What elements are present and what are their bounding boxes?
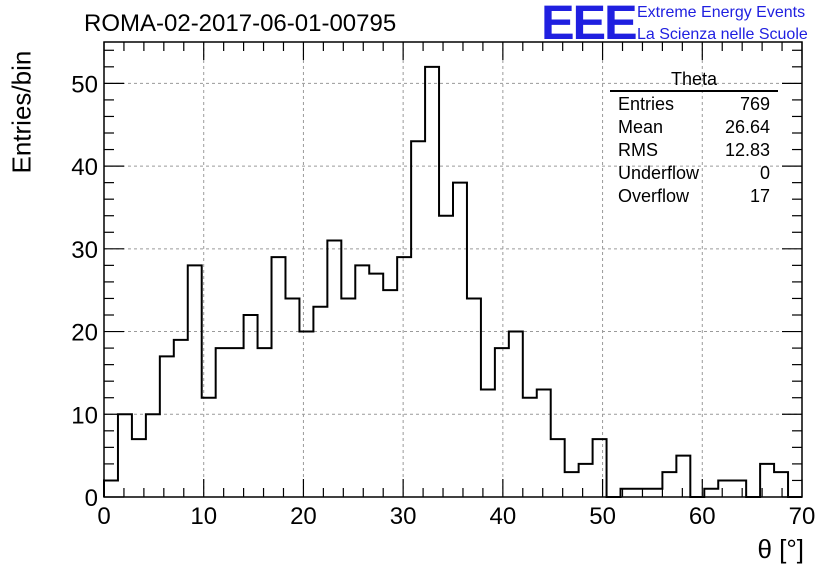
y-tick-label: 0 — [85, 485, 98, 512]
histogram-bin — [369, 274, 383, 497]
y-axis-label: Entries/bin — [6, 50, 37, 174]
axis-ticks — [103, 42, 803, 498]
histogram-bin — [341, 298, 355, 497]
stats-title: Theta — [610, 68, 778, 92]
x-tick-label: 30 — [390, 503, 417, 530]
y-tick-label: 20 — [71, 320, 98, 347]
histogram-outline — [103, 65, 802, 498]
eee-logo: EEE — [541, 0, 638, 50]
stats-row-underflow: Underflow 0 — [610, 162, 778, 185]
histogram-bin — [704, 489, 718, 497]
histogram-bin — [230, 348, 244, 497]
x-tick-label: 10 — [190, 503, 217, 530]
histogram-bin — [216, 348, 230, 497]
stats-value: 12.83 — [724, 140, 770, 160]
x-tick-label: 70 — [789, 503, 816, 530]
histogram-bin — [439, 216, 453, 497]
x-axis-label: θ [°] — [757, 534, 804, 564]
stats-box: Theta Entries 769 Mean 26.64 RMS 12.83 U… — [610, 68, 778, 208]
histogram-bin — [732, 480, 746, 497]
plot-frame — [103, 41, 803, 498]
x-tick-label: 60 — [689, 503, 716, 530]
histogram-bin — [258, 348, 272, 497]
histogram-bin — [160, 356, 174, 497]
stats-label: Underflow — [618, 163, 700, 183]
histogram-bin — [467, 298, 481, 497]
stats-row-rms: RMS 12.83 — [610, 139, 778, 162]
stats-label: RMS — [618, 140, 658, 160]
histogram-bin — [425, 67, 439, 497]
stats-value: 769 — [739, 94, 770, 114]
histogram-bin — [272, 257, 286, 497]
histogram-bin — [397, 257, 411, 497]
stats-label: Overflow — [618, 186, 690, 206]
histogram-bin — [104, 480, 118, 497]
histogram-bin — [509, 332, 523, 497]
histogram-bin — [327, 241, 341, 497]
histogram-bin — [537, 389, 551, 497]
histogram-bin — [118, 414, 132, 497]
eee-org-line2: La Scienza nelle Scuole — [637, 26, 808, 43]
histogram-bin — [244, 315, 258, 497]
histogram-bin — [188, 265, 202, 497]
histogram-bin — [355, 265, 369, 497]
histogram-bin — [313, 307, 327, 497]
histogram-bin — [285, 298, 299, 497]
x-tick-label: 40 — [490, 503, 517, 530]
histogram-series — [103, 65, 802, 498]
histogram-bin — [453, 183, 467, 497]
histogram-bin — [662, 472, 676, 497]
histogram-bin — [718, 480, 732, 497]
axis-tick-labels: 0 10 20 30 40 50 60 70 0 10 20 30 40 50 — [71, 71, 815, 530]
y-tick-label: 30 — [71, 237, 98, 264]
histogram-bin — [174, 340, 188, 497]
stats-value: 17 — [749, 186, 770, 206]
stats-row-overflow: Overflow 17 — [610, 185, 778, 208]
y-tick-label: 40 — [71, 154, 98, 181]
histogram-bin — [299, 332, 313, 497]
chart-title: ROMA-02-2017-06-01-00795 — [84, 10, 397, 37]
eee-org-line1: Extreme Energy Events — [637, 4, 806, 21]
stats-value: 26.64 — [724, 117, 770, 137]
histogram-bin — [411, 141, 425, 497]
eee-org-text: Extreme Energy Events La Scienza nelle S… — [637, 2, 808, 46]
histogram-bin — [648, 489, 662, 497]
y-tick-label: 50 — [71, 71, 98, 98]
histogram-bin — [634, 489, 648, 497]
x-tick-label: 20 — [290, 503, 317, 530]
histogram-bin — [495, 348, 509, 497]
histogram-bin — [383, 290, 397, 497]
histogram-bin — [146, 414, 160, 497]
x-tick-label: 0 — [97, 503, 110, 530]
histogram-bin — [593, 439, 607, 497]
histogram-bin — [523, 398, 537, 497]
stats-row-mean: Mean 26.64 — [610, 116, 778, 139]
histogram-bin — [676, 456, 690, 497]
stats-label: Mean — [618, 117, 664, 137]
grid-lines — [104, 42, 802, 497]
histogram-bin — [565, 472, 579, 497]
stats-label: Entries — [618, 94, 675, 114]
histogram-bin — [774, 472, 788, 497]
stats-row-entries: Entries 769 — [610, 93, 778, 116]
histogram-bin — [579, 464, 593, 497]
histogram-bin — [481, 389, 495, 497]
y-tick-label: 10 — [71, 402, 98, 429]
stats-value: 0 — [759, 163, 770, 183]
plot-border — [103, 41, 803, 498]
x-tick-label: 50 — [589, 503, 616, 530]
